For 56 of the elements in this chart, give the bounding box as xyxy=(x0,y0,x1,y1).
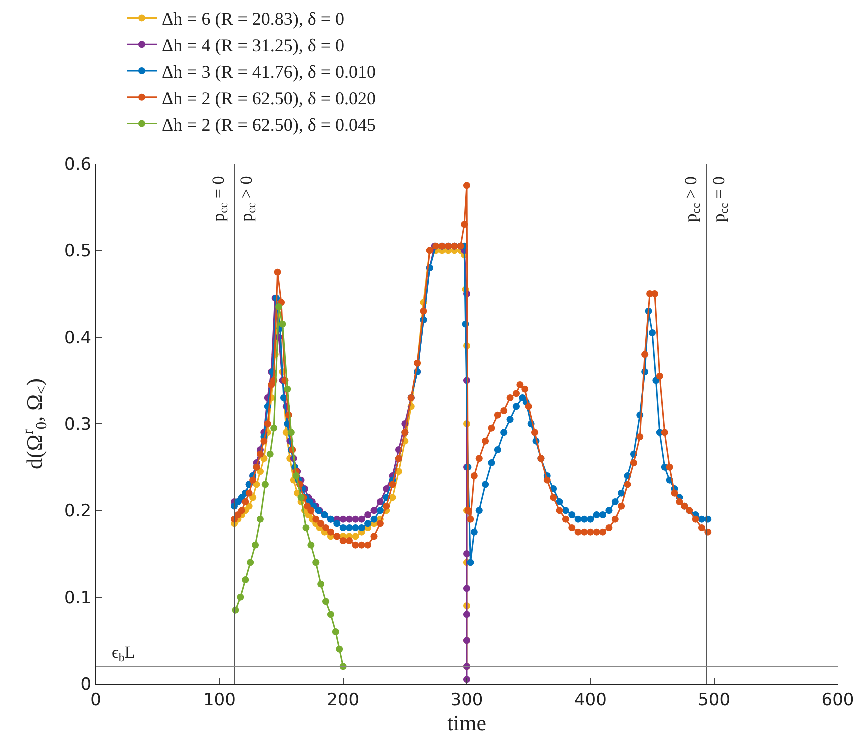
point xyxy=(266,450,274,458)
point xyxy=(340,516,347,523)
point xyxy=(270,424,278,432)
point xyxy=(370,507,378,514)
point xyxy=(279,320,286,328)
y-tick-label: 0.5 xyxy=(64,242,92,262)
point xyxy=(322,598,330,606)
point xyxy=(352,516,360,523)
y-tick-label: 0 xyxy=(80,674,92,695)
point xyxy=(298,494,305,502)
point xyxy=(276,304,283,310)
y-tick-label: 0.2 xyxy=(64,502,92,522)
y-tick-label: 0.3 xyxy=(64,414,92,435)
x-tick-label: 500 xyxy=(698,690,731,710)
x-tick-label: 300 xyxy=(450,690,484,710)
point xyxy=(237,594,244,601)
point xyxy=(327,611,334,618)
x-tick-label: 600 xyxy=(822,690,854,710)
point xyxy=(352,533,360,540)
point xyxy=(302,524,310,532)
y-tick-label: 0.4 xyxy=(64,328,92,348)
point xyxy=(262,481,269,488)
y-tick-label: 0.6 xyxy=(64,154,92,175)
ref-line-label: ϵ$_{b}$L xyxy=(112,643,136,665)
point xyxy=(364,512,372,518)
point xyxy=(308,542,315,549)
point xyxy=(336,646,344,653)
x-axis-title: time xyxy=(447,710,487,736)
point xyxy=(358,516,366,523)
point xyxy=(464,611,470,618)
legend-label: Δh = 6 (R = 20.83), δ = 0 xyxy=(162,9,345,30)
point xyxy=(346,516,354,523)
point xyxy=(376,498,384,506)
x-tick-label: 400 xyxy=(574,690,607,710)
point xyxy=(464,550,470,558)
point xyxy=(284,386,292,393)
point xyxy=(247,559,254,566)
point xyxy=(242,576,250,584)
legend-label: Δh = 2 (R = 62.50), δ = 0.045 xyxy=(162,114,376,135)
point xyxy=(332,628,340,636)
point xyxy=(288,429,295,436)
point xyxy=(256,516,264,523)
x-tick-label: 100 xyxy=(203,690,236,710)
point xyxy=(252,542,260,549)
point xyxy=(292,472,300,480)
legend-label: Δh = 2 (R = 62.50), δ = 0.020 xyxy=(162,88,376,108)
legend-label: Δh = 3 (R = 41.76), δ = 0.010 xyxy=(162,62,376,82)
point xyxy=(389,494,396,502)
point xyxy=(464,585,470,592)
x-tick-label: 200 xyxy=(327,690,360,710)
point xyxy=(312,559,320,566)
point xyxy=(256,468,264,476)
legend-label: Δh = 4 (R = 31.25), δ = 0 xyxy=(162,36,345,56)
y-tick-label: 0.1 xyxy=(64,588,92,608)
point xyxy=(318,580,325,588)
point xyxy=(250,494,257,502)
